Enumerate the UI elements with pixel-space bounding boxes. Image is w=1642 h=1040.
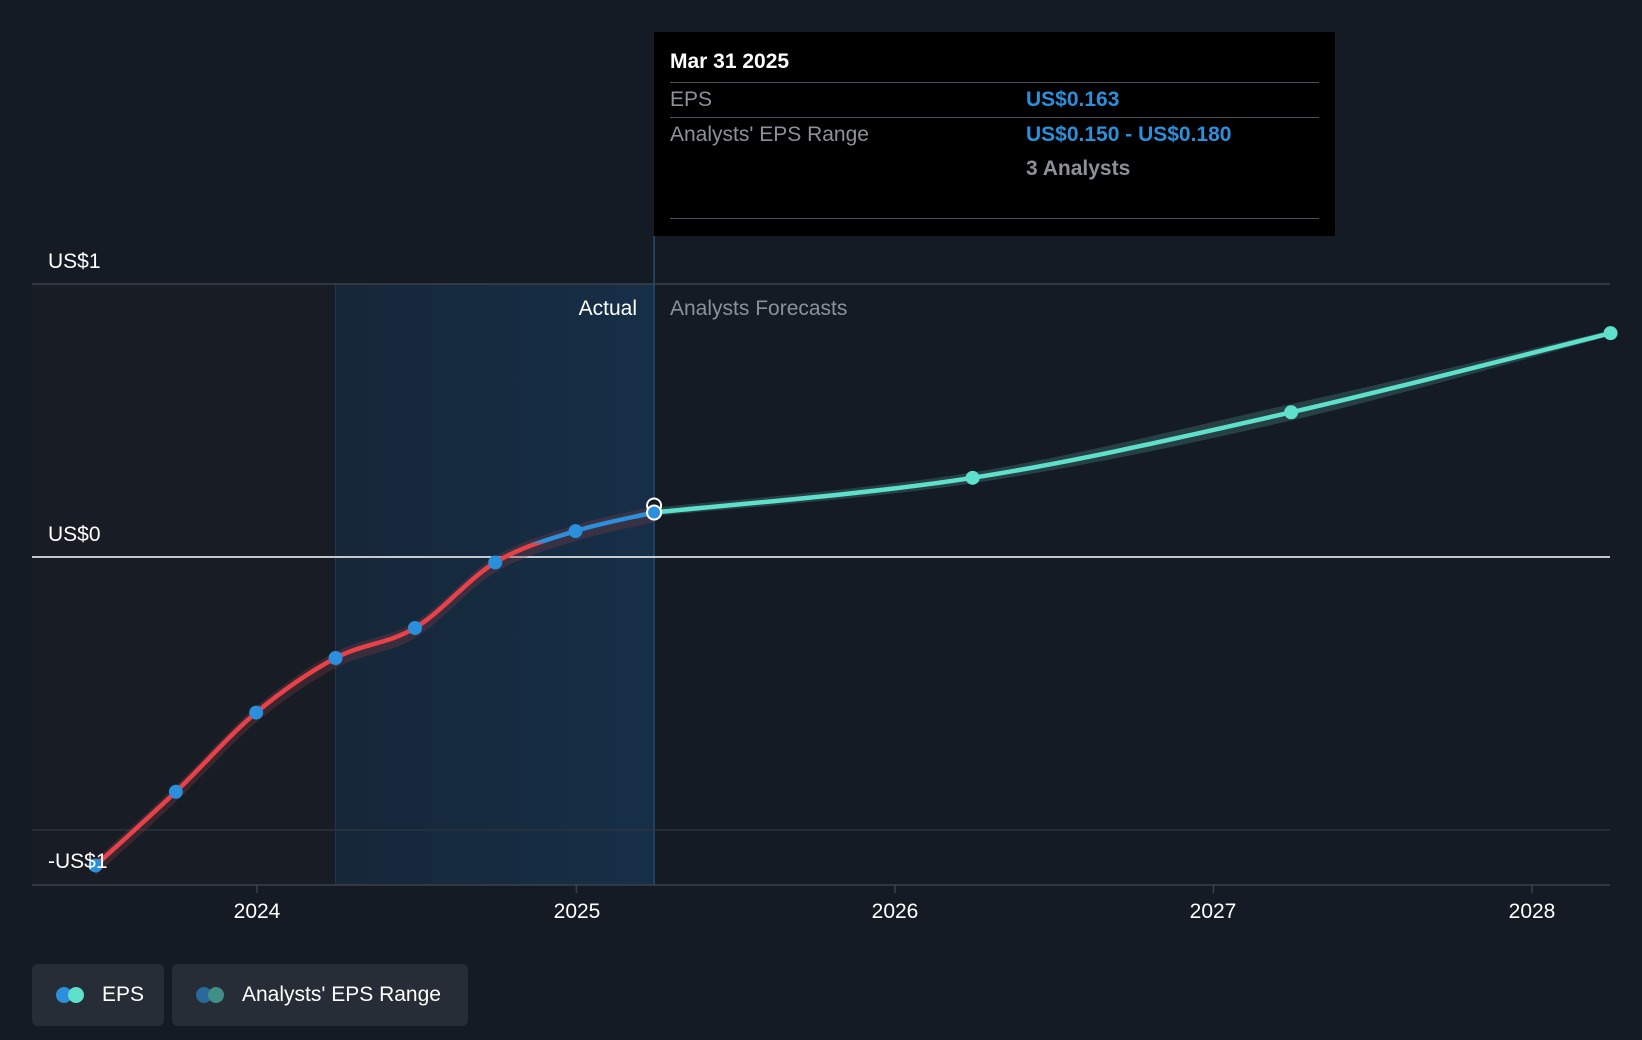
eps-actual-point[interactable] xyxy=(568,524,583,539)
legend-eps-label: EPS xyxy=(102,983,145,1006)
y-label-zero: US$0 xyxy=(48,523,101,546)
x-tick-2027: 2027 xyxy=(1190,900,1237,923)
eps-highlighted-point[interactable] xyxy=(646,504,663,521)
eps-legend-icon xyxy=(56,986,88,1004)
eps-actual-positive-line xyxy=(531,510,657,543)
actual-region-highlight xyxy=(335,284,655,885)
eps-actual-point[interactable] xyxy=(249,705,264,720)
eps-forecast-point[interactable] xyxy=(1603,326,1618,341)
tooltip-date: Mar 31 2025 xyxy=(670,32,1319,83)
y-label-top: US$1 xyxy=(48,250,101,273)
eps-actual-point[interactable] xyxy=(88,858,103,873)
tooltip-eps-value: US$0.163 xyxy=(1026,88,1120,111)
tooltip-range-row: Analysts' EPS Range US$0.150 - US$0.180 xyxy=(670,118,1319,152)
eps-forecast-line xyxy=(651,330,1613,515)
x-tick-2026: 2026 xyxy=(872,900,919,923)
eps-forecast-point[interactable] xyxy=(965,470,980,485)
legend-eps[interactable]: EPS xyxy=(32,964,164,1026)
eps-actual-point[interactable] xyxy=(407,620,422,635)
hover-tooltip: Mar 31 2025 EPS US$0.163 Analysts' EPS R… xyxy=(654,32,1335,236)
legend-analyst-range[interactable]: Analysts' EPS Range xyxy=(172,964,468,1026)
x-tick-2028: 2028 xyxy=(1509,900,1556,923)
actual-region-label: Actual xyxy=(579,297,637,320)
tooltip-eps-row: EPS US$0.163 xyxy=(670,83,1319,118)
tooltip-range-value: US$0.150 - US$0.180 xyxy=(1026,123,1232,146)
tooltip-analyst-count: 3 Analysts xyxy=(1026,157,1131,180)
eps-forecast-point[interactable] xyxy=(1284,405,1299,420)
eps-actual-point[interactable] xyxy=(168,784,183,799)
tooltip-range-label: Analysts' EPS Range xyxy=(670,123,869,146)
x-tick-2025: 2025 xyxy=(554,900,601,923)
x-tick-2024: 2024 xyxy=(234,900,281,923)
eps-actual-point[interactable] xyxy=(328,651,343,666)
analysts-eps-range-band xyxy=(654,330,1611,517)
tooltip-divider xyxy=(670,218,1319,219)
forecast-region-label: Analysts Forecasts xyxy=(670,297,847,320)
range-legend-icon xyxy=(196,986,228,1004)
eps-actual-point[interactable] xyxy=(488,555,503,570)
y-label-bottom: -US$1 xyxy=(48,850,108,873)
tooltip-eps-label: EPS xyxy=(670,88,713,111)
legend-range-label: Analysts' EPS Range xyxy=(242,983,441,1006)
past-region-shade xyxy=(32,284,336,885)
